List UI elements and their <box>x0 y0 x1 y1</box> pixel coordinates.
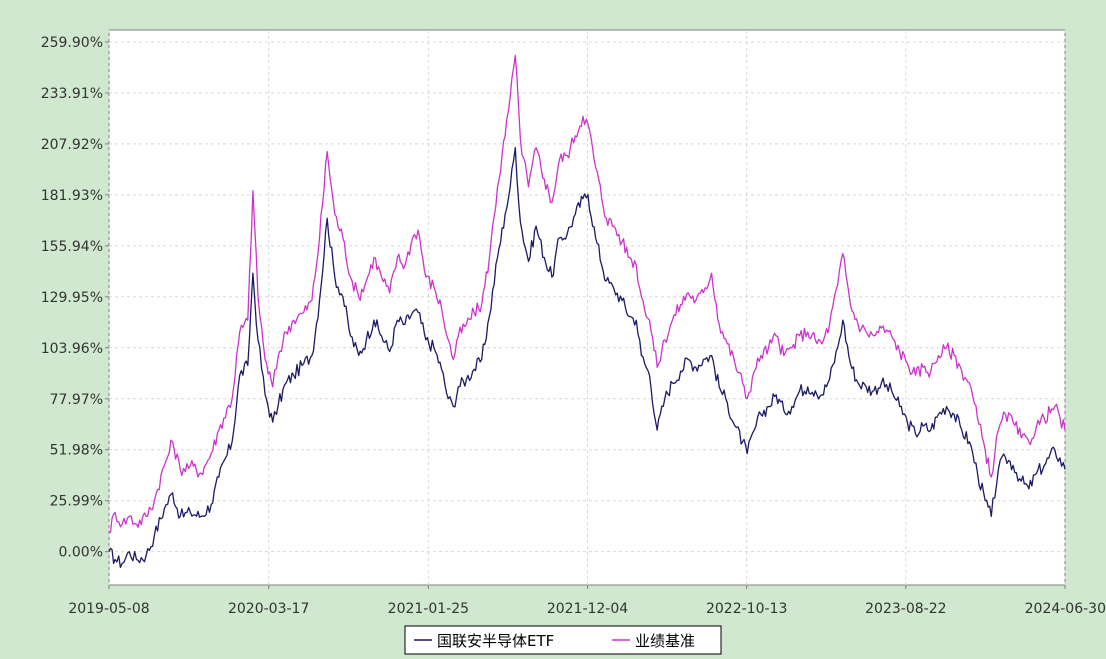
x-tick-label: 2021-01-25 <box>388 601 469 617</box>
y-tick-label: 51.98% <box>50 443 103 459</box>
x-tick-label: 2020-03-17 <box>228 601 309 617</box>
x-tick-label: 2024-06-30 <box>1025 601 1106 617</box>
y-tick-label: 25.99% <box>50 494 103 510</box>
y-tick-label: 207.92% <box>41 137 103 153</box>
y-tick-label: 233.91% <box>41 86 103 102</box>
y-tick-label: 129.95% <box>41 290 103 306</box>
x-tick-label: 2023-08-22 <box>865 601 946 617</box>
series-line-etf <box>108 147 1066 569</box>
legend-box <box>404 625 722 655</box>
y-tick-label: 155.94% <box>41 239 103 255</box>
x-tick-label: 2021-12-04 <box>547 601 628 617</box>
legend: 国联安半导体ETF 业绩基准 <box>404 625 722 655</box>
legend-label-etf: 国联安半导体ETF <box>437 632 554 650</box>
y-tick-label: 103.96% <box>41 341 103 357</box>
series-lines <box>108 54 1066 569</box>
x-tick-label: 2022-10-13 <box>706 601 787 617</box>
y-tick-label: 181.93% <box>41 188 103 204</box>
y-tick-label: 0.00% <box>59 545 103 561</box>
y-tick-label: 77.97% <box>50 392 103 408</box>
series-line-benchmark <box>108 54 1066 533</box>
x-axis-ticks: 2019-05-08 2020-03-17 2021-01-25 2021-12-04… <box>68 585 1106 617</box>
plot-area <box>108 29 1066 586</box>
y-axis-ticks: 0.00% 25.99% 51.98% 77.97% 103.96% 129.95% 155… <box>41 35 109 561</box>
y-tick-label: 259.90% <box>41 35 103 51</box>
x-tick-label: 2019-05-08 <box>68 601 149 617</box>
legend-label-benchmark: 业绩基准 <box>635 632 695 650</box>
